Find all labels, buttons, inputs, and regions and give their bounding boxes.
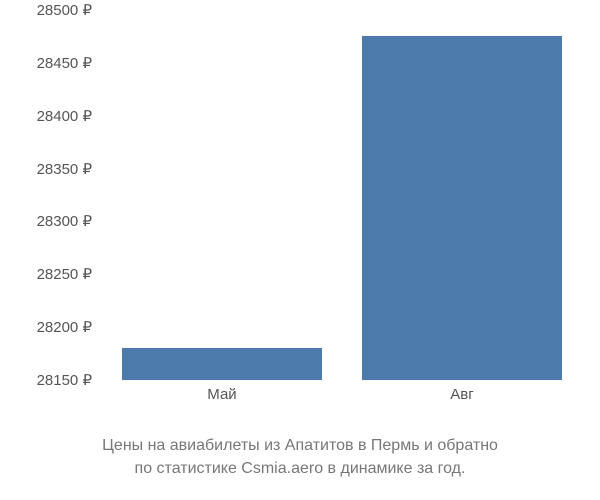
y-tick-label: 28500 ₽ bbox=[37, 1, 92, 19]
caption-line2: по статистике Csmia.aero в динамике за г… bbox=[135, 460, 466, 477]
plot-area bbox=[100, 0, 580, 380]
x-tick-label: Май bbox=[207, 386, 236, 403]
bar bbox=[122, 348, 322, 380]
y-tick-label: 28250 ₽ bbox=[37, 265, 92, 283]
bar bbox=[362, 36, 562, 380]
y-tick-label: 28300 ₽ bbox=[37, 212, 92, 230]
y-tick-label: 28400 ₽ bbox=[37, 107, 92, 125]
caption-line1: Цены на авиабилеты из Апатитов в Пермь и… bbox=[102, 437, 498, 454]
chart-caption: Цены на авиабилеты из Апатитов в Пермь и… bbox=[0, 435, 600, 480]
y-tick-label: 28350 ₽ bbox=[37, 160, 92, 178]
y-tick-label: 28200 ₽ bbox=[37, 318, 92, 336]
x-tick-label: Авг bbox=[450, 386, 473, 403]
y-tick-label: 28150 ₽ bbox=[37, 371, 92, 389]
y-tick-label: 28450 ₽ bbox=[37, 54, 92, 72]
chart-container: 28150 ₽ 28200 ₽ 28250 ₽ 28300 ₽ 28350 ₽ 28400… bbox=[0, 0, 600, 500]
y-axis: 28150 ₽28200 ₽28250 ₽28300 ₽28350 ₽28400… bbox=[0, 0, 100, 380]
x-axis: Май Авг bbox=[100, 386, 580, 416]
